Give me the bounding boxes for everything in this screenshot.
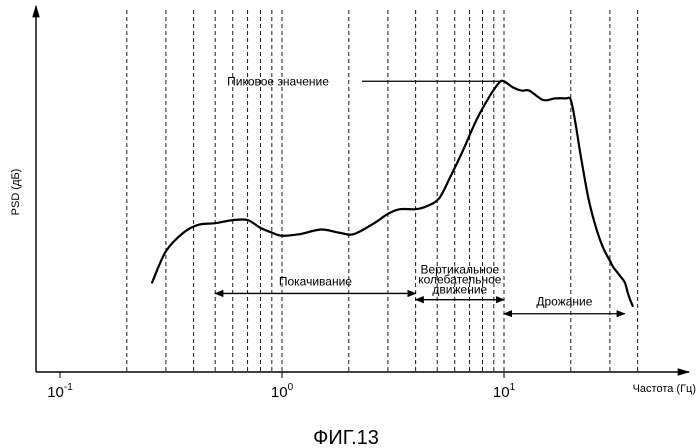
peak-label: Пиковое значение [227, 74, 329, 88]
x-axis-title: Частота (Гц) [633, 383, 696, 395]
y-axis-title: PSD (дБ) [10, 169, 22, 216]
range-label-1: Вертикальноеколебательноедвижение [418, 263, 502, 297]
frequency-ranges: Покачивание Вертикальноеколебательноедвиж… [215, 263, 625, 314]
x-tick-label-2: 101 [493, 382, 516, 401]
x-tick-labels: 10-1 100 101 [47, 372, 515, 401]
psd-curve [152, 81, 633, 306]
x-tick-label-0: 10-1 [47, 382, 73, 401]
range-label-0: Покачивание [279, 274, 352, 288]
range-label-2: Дрожание [536, 295, 592, 309]
figure-caption: ФИГ.13 [313, 427, 379, 448]
vertical-gridlines [127, 10, 638, 372]
x-tick-label-1: 100 [271, 382, 294, 401]
